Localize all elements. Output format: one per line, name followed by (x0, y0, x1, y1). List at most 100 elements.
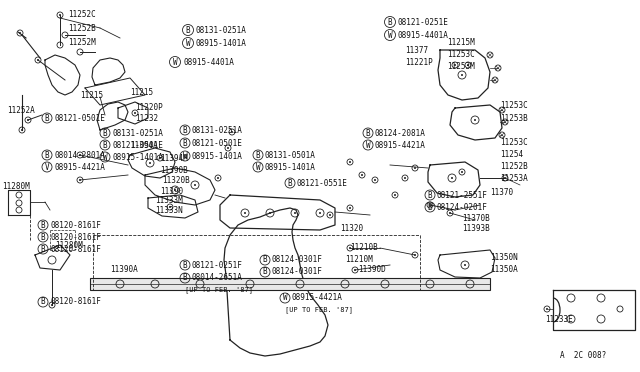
Text: 08131-0501A: 08131-0501A (265, 151, 316, 160)
Text: 11215: 11215 (80, 90, 103, 99)
Circle shape (79, 154, 81, 156)
Text: 11370B: 11370B (462, 214, 490, 222)
Polygon shape (90, 278, 490, 290)
Circle shape (464, 264, 466, 266)
Circle shape (349, 161, 351, 163)
Text: B: B (45, 151, 49, 160)
Text: 08124-2081A: 08124-2081A (375, 128, 426, 138)
Text: 11370: 11370 (490, 187, 513, 196)
Text: 11253C: 11253C (500, 100, 528, 109)
Text: 11252B: 11252B (68, 23, 96, 32)
Text: A  2C 008?: A 2C 008? (560, 350, 606, 359)
Text: 08124-0301F: 08124-0301F (272, 256, 323, 264)
Text: 08120-8161F: 08120-8161F (50, 232, 101, 241)
Text: 11390A: 11390A (110, 266, 138, 275)
Text: 08915-1401A: 08915-1401A (192, 151, 243, 160)
Text: 11394M: 11394M (160, 154, 188, 163)
Text: 11350A: 11350A (490, 266, 518, 275)
Circle shape (354, 269, 356, 271)
Text: B: B (41, 244, 45, 253)
Text: W: W (102, 153, 108, 161)
Text: [UP TO FEB. '87]: [UP TO FEB. '87] (185, 286, 253, 294)
Circle shape (414, 167, 416, 169)
Text: 08131-0251A: 08131-0251A (196, 26, 247, 35)
Circle shape (169, 206, 171, 208)
Text: 11210M: 11210M (345, 256, 372, 264)
Text: W: W (186, 38, 190, 48)
Text: 11390: 11390 (160, 186, 183, 196)
Text: 08121-0501E: 08121-0501E (54, 113, 105, 122)
Text: B: B (365, 128, 371, 138)
Circle shape (429, 204, 431, 206)
Text: 11215: 11215 (130, 87, 153, 96)
Circle shape (269, 212, 271, 214)
Text: 11253M: 11253M (447, 61, 475, 71)
Text: 11333N: 11333N (155, 205, 183, 215)
Text: 11253C: 11253C (500, 138, 528, 147)
Text: 08014-2801A: 08014-2801A (54, 151, 105, 160)
Text: 08121-0251E: 08121-0251E (398, 17, 449, 26)
Text: 11252B: 11252B (500, 161, 528, 170)
Text: 11390B: 11390B (160, 166, 188, 174)
Text: 08120-8161F: 08120-8161F (50, 298, 101, 307)
Text: 08915-4401A: 08915-4401A (183, 58, 234, 67)
Text: B: B (102, 128, 108, 138)
Circle shape (454, 64, 456, 66)
Text: 11252C: 11252C (68, 10, 96, 19)
Text: 08915-1401A: 08915-1401A (112, 153, 163, 161)
Text: 11253A: 11253A (500, 173, 528, 183)
Text: W: W (173, 58, 177, 67)
Circle shape (174, 189, 176, 191)
Circle shape (349, 207, 351, 209)
Circle shape (27, 119, 29, 121)
Text: 11221P: 11221P (405, 58, 433, 67)
Text: B: B (45, 113, 49, 122)
Text: 08915-1401A: 08915-1401A (265, 163, 316, 171)
Text: 11320: 11320 (340, 224, 363, 232)
Text: 11253C: 11253C (447, 49, 475, 58)
Circle shape (329, 214, 331, 216)
Text: 08014-2651A: 08014-2651A (192, 273, 243, 282)
Text: 11393B: 11393B (462, 224, 490, 232)
Text: 08121-2551F: 08121-2551F (437, 190, 488, 199)
Text: 11320B: 11320B (162, 176, 189, 185)
Text: 08121-0501E: 08121-0501E (112, 141, 163, 150)
Text: B: B (182, 125, 188, 135)
Text: [UP TO FEB. '87]: [UP TO FEB. '87] (285, 307, 353, 313)
Text: 11215M: 11215M (447, 38, 475, 46)
Text: B: B (186, 26, 190, 35)
Circle shape (149, 162, 151, 164)
Text: B: B (102, 141, 108, 150)
Text: 11377: 11377 (405, 45, 428, 55)
Circle shape (374, 179, 376, 181)
Circle shape (21, 129, 23, 131)
Circle shape (467, 64, 469, 66)
Text: 11220P: 11220P (135, 103, 163, 112)
Text: B: B (182, 138, 188, 148)
Text: B: B (41, 232, 45, 241)
Text: B: B (182, 273, 188, 282)
Text: B: B (428, 190, 432, 199)
Text: 11233E: 11233E (545, 315, 573, 324)
Circle shape (227, 147, 229, 149)
Text: 11333M: 11333M (155, 196, 183, 205)
Text: B: B (256, 151, 260, 160)
Text: B: B (388, 17, 392, 26)
Text: 11252A: 11252A (7, 106, 35, 115)
Text: 11254: 11254 (500, 150, 523, 158)
Text: B: B (262, 267, 268, 276)
Text: 11232: 11232 (135, 113, 158, 122)
Text: B: B (428, 202, 432, 212)
Text: 11280M: 11280M (55, 241, 83, 250)
Text: B: B (182, 260, 188, 269)
Circle shape (244, 212, 246, 214)
Circle shape (294, 212, 296, 214)
Circle shape (414, 254, 416, 256)
Text: 11253B: 11253B (500, 113, 528, 122)
Circle shape (59, 14, 61, 16)
Text: 08120-8161F: 08120-8161F (50, 244, 101, 253)
Text: W: W (283, 294, 287, 302)
Text: 08124-0201F: 08124-0201F (437, 202, 488, 212)
Text: 08120-8161F: 08120-8161F (50, 221, 101, 230)
Text: 11252M: 11252M (68, 38, 96, 46)
